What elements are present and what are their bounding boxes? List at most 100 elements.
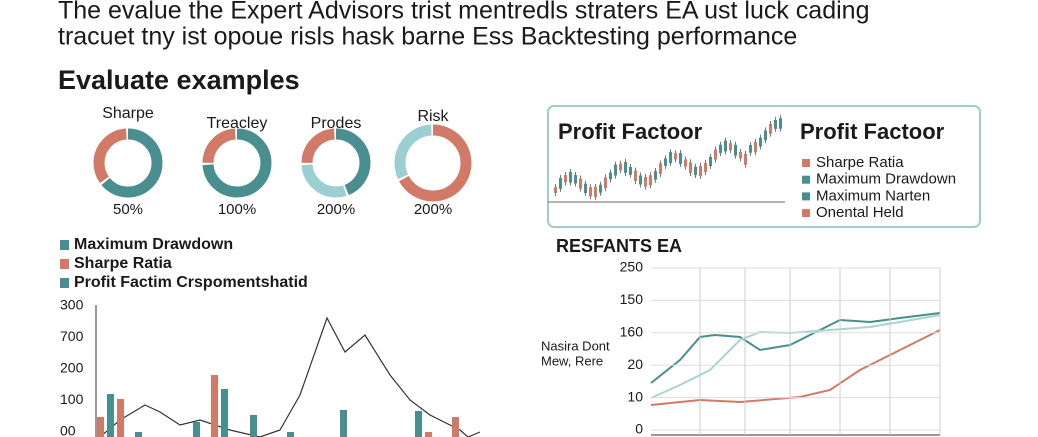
header-line: tracuet tny ist opoue risls hask barne E…: [58, 23, 797, 51]
candle: [629, 166, 632, 175]
candle: [739, 151, 742, 159]
candle: [714, 149, 717, 160]
bar: [415, 411, 422, 437]
candle: [674, 153, 677, 160]
legend-swatch: [60, 240, 69, 250]
candle: [774, 120, 777, 129]
candle: [744, 153, 747, 165]
legend-label: Maximum Drawdown: [74, 236, 233, 253]
candle: [564, 175, 567, 183]
candle: [554, 187, 557, 193]
legend-label: Maximum Narten: [816, 187, 930, 204]
donut-segment: [93, 128, 163, 198]
box-title: Profit Factoor: [558, 119, 703, 144]
candle: [574, 175, 577, 184]
legend-swatch: [60, 278, 69, 288]
legend-swatch: [802, 159, 810, 167]
donut-label: Sharpe: [102, 105, 154, 122]
candle: [779, 118, 782, 129]
candle: [624, 162, 627, 173]
legend-label: Sharpe Ratia: [74, 255, 172, 272]
donut-label: Treacley: [207, 115, 268, 132]
candle: [769, 123, 772, 134]
candle: [559, 177, 562, 189]
bar: [287, 432, 294, 437]
bar: [340, 410, 347, 437]
donut-value: 200%: [317, 201, 355, 218]
trend-line: [650, 329, 941, 406]
donut-segment: [202, 128, 272, 198]
legend-swatch: [60, 259, 69, 269]
donut-label: Risk: [417, 108, 449, 125]
y-tick-label: 160: [620, 324, 644, 340]
legend-swatch: [802, 175, 810, 184]
candle: [719, 144, 722, 153]
y-tick-label: 300: [60, 297, 84, 313]
candle: [669, 152, 672, 164]
candle: [579, 178, 582, 189]
axis-label: Nasira Dont: [541, 338, 610, 353]
candle: [754, 141, 757, 153]
legend-label: Profit Factim Crspomentshatid: [74, 274, 308, 291]
donut-segment: [301, 128, 371, 198]
candle: [704, 162, 707, 173]
candle: [644, 176, 647, 187]
y-tick-label: 20: [627, 356, 643, 372]
bar: [221, 389, 228, 437]
y-tick-label: 10: [627, 388, 643, 404]
candle: [699, 165, 702, 176]
legend-label: Sharpe Ratia: [816, 154, 904, 171]
candle: [729, 143, 732, 151]
candle: [649, 175, 652, 186]
y-tick-label: 700: [60, 328, 84, 344]
box-title: Profit Factoor: [800, 119, 945, 144]
donut-value: 100%: [218, 201, 256, 218]
candle: [664, 158, 667, 166]
legend-label: Maximum Drawdown: [816, 171, 956, 188]
donut-segment: [394, 124, 472, 202]
candle: [599, 184, 602, 193]
legend-swatch: [802, 209, 810, 218]
candle: [689, 162, 692, 174]
trend-line: [650, 312, 941, 384]
donut-segment: [301, 128, 371, 198]
candle: [749, 145, 752, 153]
candle: [654, 171, 657, 180]
bar: [135, 432, 142, 437]
candle: [764, 130, 767, 141]
legend-swatch: [802, 192, 810, 201]
bar: [97, 417, 104, 437]
bar: [250, 415, 257, 437]
candle: [724, 140, 727, 152]
candle: [589, 187, 592, 197]
candle: [659, 163, 662, 174]
candle: [604, 177, 607, 189]
bar: [425, 432, 432, 437]
section-title: Evaluate examples: [58, 65, 300, 95]
legend-label: Onental Held: [816, 204, 904, 221]
donut-segment: [93, 128, 163, 198]
chart-title: RESFANTS EA: [556, 236, 682, 256]
candle: [759, 137, 762, 147]
header-line: The evalue the Expert Advisors trist men…: [58, 0, 869, 25]
candle: [734, 144, 737, 156]
y-tick-label: 200: [60, 360, 84, 376]
donut-value: 50%: [113, 201, 143, 218]
candle: [609, 172, 612, 180]
bar: [452, 417, 459, 437]
y-tick-label: 150: [620, 291, 644, 307]
y-tick-label: 00: [60, 423, 76, 437]
candle: [694, 166, 697, 176]
candle: [684, 159, 687, 167]
y-tick-label: 100: [60, 391, 84, 407]
candle: [709, 156, 712, 167]
y-tick-label: 250: [620, 259, 644, 275]
y-tick-label: 0: [635, 421, 643, 437]
donut-segment: [394, 124, 472, 202]
candle: [619, 163, 622, 171]
candle: [634, 170, 637, 181]
axis-label: Mew, Rere: [541, 353, 603, 368]
bar: [117, 399, 124, 437]
profit-box: [547, 105, 981, 228]
